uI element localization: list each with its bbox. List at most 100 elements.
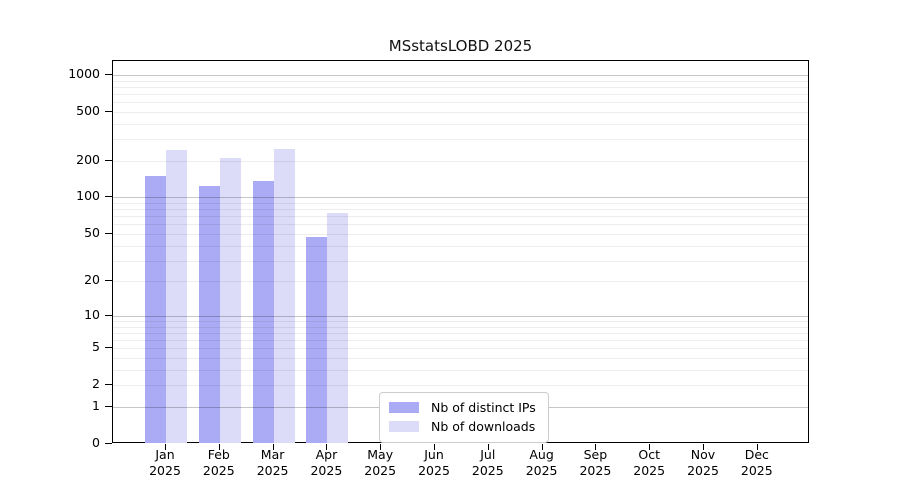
gridline-minor	[113, 340, 808, 342]
x-tick-mark	[595, 444, 597, 450]
x-tick-year: 2025	[149, 462, 181, 478]
x-tick-mark	[434, 444, 435, 450]
x-tick-year: 2025	[525, 462, 558, 478]
x-tick-year: 2025	[310, 462, 343, 478]
gridline-minor	[113, 233, 808, 235]
y-tick-mark	[105, 347, 112, 349]
bar-feb-downloads	[219, 157, 241, 443]
x-tick-month: May	[367, 447, 394, 462]
x-tick-month: Oct	[638, 447, 660, 462]
y-tick-mark	[105, 110, 112, 112]
bar-mar-ips	[252, 181, 274, 443]
gridline-minor	[113, 326, 808, 328]
gridline-minor	[113, 139, 808, 141]
gridline-minor	[113, 80, 808, 82]
gridline-minor	[113, 332, 808, 334]
y-tick-label: 1000	[68, 65, 100, 81]
x-tick-year: 2025	[256, 462, 289, 478]
y-tick-mark	[105, 196, 112, 198]
x-tick-label: Jan 2025	[133, 447, 197, 478]
y-tick-label: 500	[76, 102, 100, 118]
x-tick-year: 2025	[579, 462, 612, 478]
x-tick-mark	[541, 444, 543, 450]
legend-swatch-downloads	[389, 421, 419, 432]
y-tick-mark	[105, 443, 112, 444]
x-tick-month: Jan	[155, 447, 175, 462]
legend: Nb of distinct IPs Nb of downloads	[379, 392, 549, 443]
x-tick-month: Jul	[480, 447, 496, 462]
gridline-major	[113, 315, 808, 317]
x-tick-label: Apr 2025	[294, 447, 358, 478]
x-tick-month: Feb	[207, 447, 230, 462]
gridline-minor	[113, 86, 808, 88]
x-tick-month: Mar	[260, 447, 285, 462]
gridline-minor	[113, 209, 808, 211]
bar-apr-ips	[306, 237, 328, 443]
x-tick-year: 2025	[633, 462, 666, 478]
y-tick-mark	[105, 159, 112, 161]
x-tick-label: Aug 2025	[510, 447, 574, 478]
bar-feb-ips	[198, 185, 220, 443]
y-tick-label: 200	[76, 151, 100, 167]
y-tick-mark	[105, 280, 112, 282]
x-tick-mark	[487, 444, 489, 450]
x-tick-mark	[380, 444, 382, 450]
gridline-major	[113, 197, 808, 199]
x-tick-label: Jun 2025	[402, 447, 466, 478]
x-tick-year: 2025	[364, 462, 397, 478]
x-tick-label: Sep 2025	[563, 447, 627, 478]
y-tick-mark	[105, 384, 112, 386]
gridline-minor	[113, 203, 808, 205]
x-tick-label: Mar 2025	[241, 447, 305, 478]
legend-item-distinct-ips: Nb of distinct IPs	[380, 398, 548, 417]
x-tick-label: Feb 2025	[187, 447, 251, 478]
chart-title: MSstatsLOBD 2025	[388, 37, 533, 55]
x-tick-year: 2025	[418, 462, 450, 478]
y-tick-label: 20	[84, 272, 100, 288]
legend-label-downloads: Nb of downloads	[431, 419, 536, 434]
gridline-minor	[113, 245, 808, 247]
x-tick-mark	[272, 444, 274, 450]
gridline-minor	[113, 260, 808, 262]
y-tick-label: 5	[92, 339, 100, 355]
x-tick-mark	[165, 444, 166, 450]
y-tick-mark	[105, 405, 112, 407]
x-tick-year: 2025	[740, 462, 773, 478]
gridline-minor	[113, 123, 808, 125]
x-tick-month: Dec	[744, 447, 769, 462]
x-tick-mark	[326, 444, 328, 450]
x-tick-label: May 2025	[348, 447, 412, 478]
plot-area	[112, 60, 809, 443]
y-tick-mark	[105, 232, 112, 234]
x-tick-mark	[756, 444, 758, 450]
bar-apr-downloads	[327, 212, 349, 443]
x-tick-label: Nov 2025	[671, 447, 735, 478]
x-tick-label: Dec 2025	[725, 447, 789, 478]
x-tick-month: Nov	[690, 447, 716, 462]
legend-swatch-distinct-ips	[389, 402, 419, 413]
bar-jan-ips	[145, 175, 166, 443]
gridline-minor	[113, 160, 808, 162]
y-tick-label: 1	[92, 397, 100, 413]
bar-mar-downloads	[273, 149, 295, 443]
gridline-minor	[113, 321, 808, 322]
gridline-minor	[113, 281, 808, 283]
x-tick-month: Apr	[315, 447, 338, 462]
y-tick-label: 50	[84, 224, 100, 240]
bar-jan-downloads	[166, 149, 187, 443]
y-tick-label: 0	[92, 435, 100, 450]
x-tick-mark	[649, 444, 651, 450]
x-tick-year: 2025	[471, 462, 504, 478]
x-tick-year: 2025	[687, 462, 719, 478]
x-tick-label: Oct 2025	[617, 447, 681, 478]
legend-label-distinct-ips: Nb of distinct IPs	[431, 400, 536, 415]
x-tick-month: Sep	[583, 447, 608, 462]
gridline-minor	[113, 93, 808, 95]
x-tick-year: 2025	[202, 462, 235, 478]
gridline-minor	[113, 358, 808, 360]
x-tick-mark	[703, 444, 704, 450]
gridline-minor	[113, 369, 808, 371]
x-tick-month: Jun	[424, 447, 444, 462]
gridline-minor	[113, 102, 808, 104]
